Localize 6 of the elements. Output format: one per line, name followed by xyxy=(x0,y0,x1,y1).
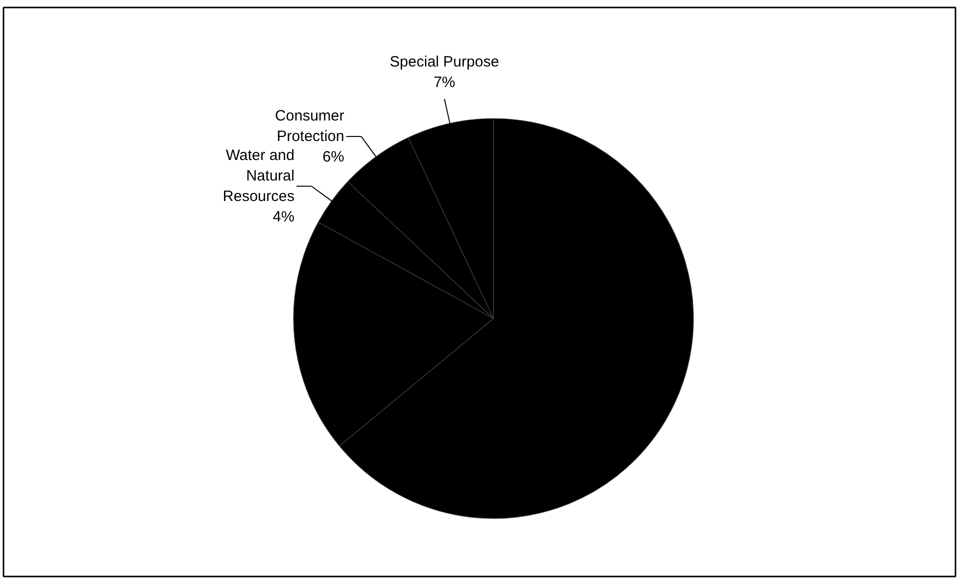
slice-label: Special Purpose xyxy=(390,54,500,71)
slice-label: Consumer Protection xyxy=(275,108,344,145)
slice-label: Water and Natural Resources xyxy=(222,147,294,205)
data-label: 4% xyxy=(272,208,294,226)
data-label: 6% xyxy=(322,148,344,166)
data-label: 7% xyxy=(434,74,456,91)
